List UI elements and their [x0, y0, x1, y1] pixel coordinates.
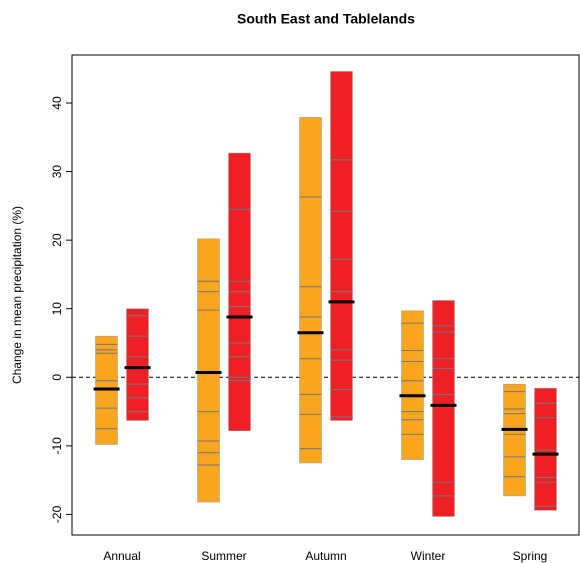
y-tick-label: -20	[50, 505, 64, 523]
y-tick-label: -10	[50, 437, 64, 455]
x-tick-label: Summer	[201, 549, 246, 563]
plot-frame	[71, 54, 580, 536]
range-bar	[126, 308, 149, 421]
y-tick-label: 0	[50, 374, 64, 381]
x-tick-label: Winter	[411, 549, 446, 563]
range-bar	[534, 388, 557, 511]
range-bar	[401, 310, 424, 460]
x-tick-label: Annual	[103, 549, 140, 563]
y-tick-label: 20	[50, 233, 64, 247]
y-axis-label: Change in mean precipitation (%)	[10, 206, 24, 384]
x-tick-label: Spring	[513, 549, 548, 563]
range-bar	[197, 238, 220, 503]
y-tick-label: 10	[50, 302, 64, 316]
range-bar	[432, 300, 455, 517]
range-bar	[330, 71, 353, 421]
range-bar	[299, 117, 322, 464]
chart-title: South East and Tablelands	[237, 11, 415, 27]
y-tick-label: 30	[50, 165, 64, 179]
x-tick-label: Autumn	[305, 549, 346, 563]
y-tick-label: 40	[50, 96, 64, 110]
range-bar	[503, 383, 526, 497]
